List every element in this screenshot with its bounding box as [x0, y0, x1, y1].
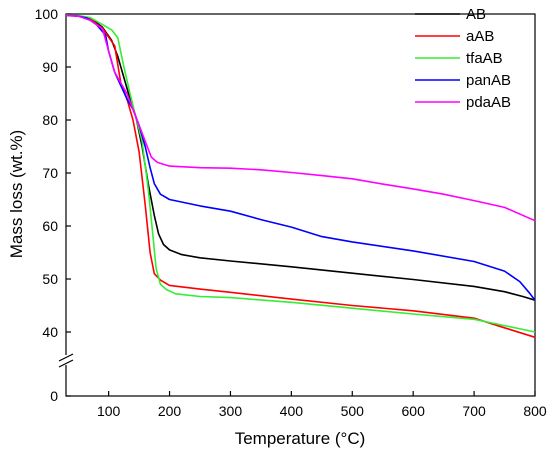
x-tick-label: 700	[462, 403, 486, 419]
series-layer	[65, 14, 536, 339]
legend-label-tfaab: tfaAB	[466, 50, 503, 67]
x-tick-label: 800	[523, 403, 547, 419]
x-tick-label: 100	[97, 403, 121, 419]
x-tick-label: 300	[219, 403, 243, 419]
series-line-aab	[65, 14, 536, 339]
y-axis-break-mark	[58, 353, 74, 368]
legend-label-aab: aAB	[466, 28, 494, 45]
y-tick-label: 60	[42, 218, 58, 234]
y-tick-label: 40	[42, 324, 58, 340]
y-tick-label: 80	[42, 112, 58, 128]
y-tick-label: 90	[42, 59, 58, 75]
y-tick-label: 100	[35, 6, 59, 22]
plot-border	[65, 13, 536, 397]
plot-frame	[58, 13, 536, 397]
y-tick-label: 70	[42, 165, 58, 181]
series-line-ab	[65, 14, 536, 301]
legend: AB aAB tfaAB panAB pdaAB	[415, 6, 511, 111]
x-tick-label: 400	[280, 403, 304, 419]
x-tick-label: 600	[402, 403, 426, 419]
series-line-pdaab	[65, 14, 536, 222]
y-tick-label: 50	[42, 271, 58, 287]
series-line-tfaab	[65, 14, 536, 333]
legend-label-ab: AB	[466, 6, 486, 23]
y-axis-ticks: 40 50 60 70 80 90 100 0	[35, 6, 71, 404]
legend-label-pdaab: pdaAB	[466, 94, 511, 111]
x-tick-label: 500	[341, 403, 365, 419]
legend-label-panab: panAB	[466, 72, 511, 89]
y-tick-label-zero: 0	[50, 388, 58, 404]
series-line-panab	[65, 14, 536, 301]
x-axis-title: Temperature (°C)	[235, 429, 366, 448]
x-axis-ticks: 100 200 300 400 500 600 700 800	[97, 391, 547, 419]
x-tick-label: 200	[158, 403, 182, 419]
y-axis-title: Mass loss (wt.%)	[7, 130, 26, 258]
